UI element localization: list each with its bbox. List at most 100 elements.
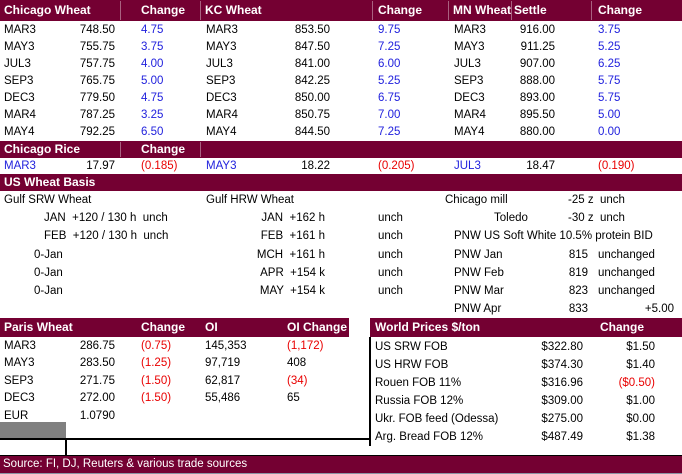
change-cell: 5.25 <box>598 41 621 53</box>
basis-row: Gulf SRW Wheat Gulf HRW Wheat Chicago mi… <box>0 191 682 209</box>
month-cell: MAY3 <box>454 41 485 53</box>
chicago-wheat-header: Chicago Wheat <box>4 3 91 17</box>
basis-row: 0-Jan MAY +154 k unch PNW Mar 823 unchan… <box>0 282 682 300</box>
eur-label: EUR <box>4 410 29 422</box>
pnw-change: +5.00 <box>644 303 674 315</box>
rice-title: Chicago Rice <box>4 142 81 156</box>
change-cell: (0.190) <box>598 160 635 172</box>
change-cell: ($0.50) <box>618 377 655 389</box>
oi-cell: 62,817 <box>205 375 241 387</box>
change-cell: 6.25 <box>598 58 621 70</box>
world-price-row: Ukr. FOB feed (Odessa) $275.00 $0.00 <box>0 410 682 428</box>
change-cell: (0.185) <box>141 160 178 172</box>
basis-row: FEB +120 / 130 h unch FEB +161 h unch PN… <box>0 227 682 245</box>
column-divider <box>200 142 201 157</box>
market-label: US HRW FOB <box>375 359 449 371</box>
month-cell: DEC3 <box>454 92 485 104</box>
month-cell: JUL3 <box>4 58 31 70</box>
change-cell: $1.50 <box>626 341 655 353</box>
change-cell: (1.25) <box>141 357 172 369</box>
world-prices-title: World Prices $/ton <box>375 320 481 334</box>
basis-title: US Wheat Basis <box>4 175 96 189</box>
change-cell: 0.00 <box>598 126 621 138</box>
month-cell: MAY3 <box>4 357 35 369</box>
price-cell: $487.49 <box>541 431 583 443</box>
rice-row: MAR3 17.97 (0.185) MAY3 18.22 (0.205) JUL3 18.4… <box>0 158 682 175</box>
futures-row: SEP3 765.75 5.00 SEP3 842.25 5.25 SEP3 888.00 5.… <box>0 73 682 90</box>
change-cell: $1.40 <box>626 359 655 371</box>
futures-header: Chicago Wheat Change KC Wheat Change MN … <box>0 0 682 21</box>
change-cell: 5.25 <box>378 75 401 87</box>
oi-change-header: OI Change <box>287 320 348 334</box>
price-cell: $322.80 <box>541 341 583 353</box>
pnw-value: 819 <box>568 267 588 279</box>
price-cell: 911.25 <box>520 41 555 53</box>
column-divider <box>200 1 201 20</box>
paris-row: SEP3 271.75 (1.50) 62,817 (34) <box>0 373 682 390</box>
month-cell: SEP3 <box>4 75 34 87</box>
price-cell: 779.50 <box>79 92 115 104</box>
world-price-row: US HRW FOB $374.30 $1.40 <box>0 356 682 374</box>
price-cell: 844.50 <box>294 126 330 138</box>
month-cell: MAY3 <box>206 160 237 172</box>
pnw-change: unchanged <box>598 285 655 297</box>
oi-change-cell: (1,172) <box>287 340 324 352</box>
change-cell: $0.00 <box>626 413 655 425</box>
column-divider <box>591 1 592 20</box>
month-cell: MAR4 <box>4 109 36 121</box>
price-cell: 895.50 <box>519 109 555 121</box>
oi-header: OI <box>205 320 218 334</box>
change-cell: 4.00 <box>141 58 164 70</box>
hrw-title: Gulf HRW Wheat <box>206 194 294 206</box>
change-cell: (1.50) <box>141 375 172 387</box>
hrw-change-cell: unch <box>378 230 403 242</box>
price-cell: $275.00 <box>541 413 583 425</box>
pnw-value: 815 <box>568 249 588 261</box>
futures-row: JUL3 757.75 4.00 JUL3 841.00 6.00 JUL3 907.00 6.… <box>0 56 682 73</box>
world-price-row: US SRW FOB $322.80 $1.50 <box>0 338 682 356</box>
month-cell: MAY3 <box>4 41 35 53</box>
srw-basis-cell: JAN +120 / 130 h unch <box>44 212 168 224</box>
cell-border <box>65 440 67 455</box>
column-divider <box>511 1 512 20</box>
srw-basis-cell: FEB +120 / 130 h unch <box>44 230 169 242</box>
source-bar-top-border <box>0 455 682 456</box>
eur-rate: 1.0790 <box>79 410 115 422</box>
price-cell: 847.50 <box>294 41 330 53</box>
price-cell: 853.50 <box>294 24 330 36</box>
change-cell: 9.75 <box>378 24 401 36</box>
month-cell: MAY4 <box>4 126 35 138</box>
hrw-change-cell: unch <box>378 267 403 279</box>
month-cell: SEP3 <box>206 75 236 87</box>
hrw-basis-cell: APR +154 k <box>260 267 325 279</box>
paris-row: MAY3 283.50 (1.25) 97,719 408 <box>0 355 682 372</box>
pnw-label: PNW Jan <box>454 249 503 261</box>
month-cell: MAY4 <box>206 126 237 138</box>
month-cell: DEC3 <box>206 92 237 104</box>
price-cell: 283.50 <box>79 357 115 369</box>
hrw-basis-cell: MCH +161 h <box>256 249 325 261</box>
oi-cell: 97,719 <box>205 357 241 369</box>
price-cell: 842.25 <box>294 75 330 87</box>
month-cell: DEC3 <box>4 392 35 404</box>
world-price-row: Rouen FOB 11% $316.96 ($0.50) <box>0 374 682 392</box>
hrw-basis-cell: MAY +154 k <box>259 285 325 297</box>
basis-row: JAN +120 / 130 h unch JAN +162 h unch To… <box>0 209 682 227</box>
price-cell: 286.75 <box>79 340 115 352</box>
change-header: Change <box>378 3 423 17</box>
month-cell: SEP3 <box>454 75 484 87</box>
month-cell: MAR4 <box>454 109 486 121</box>
price-cell: 850.75 <box>294 109 330 121</box>
change-cell: $1.38 <box>626 431 655 443</box>
change-cell: $1.00 <box>626 395 655 407</box>
kc-wheat-header: KC Wheat <box>205 3 262 17</box>
srw-basis-cell: 0-Jan <box>34 249 63 261</box>
hrw-change-cell: unch <box>378 249 403 261</box>
price-cell: 755.75 <box>79 41 115 53</box>
chicago-mill-label: Chicago mill <box>445 194 508 206</box>
world-price-row: Arg. Bread FOB 12% $487.49 $1.38 <box>0 428 682 446</box>
month-cell: MAY3 <box>206 41 237 53</box>
month-cell: DEC3 <box>4 92 35 104</box>
change-header: Change <box>600 320 645 334</box>
settle-header: Settle <box>514 3 547 17</box>
